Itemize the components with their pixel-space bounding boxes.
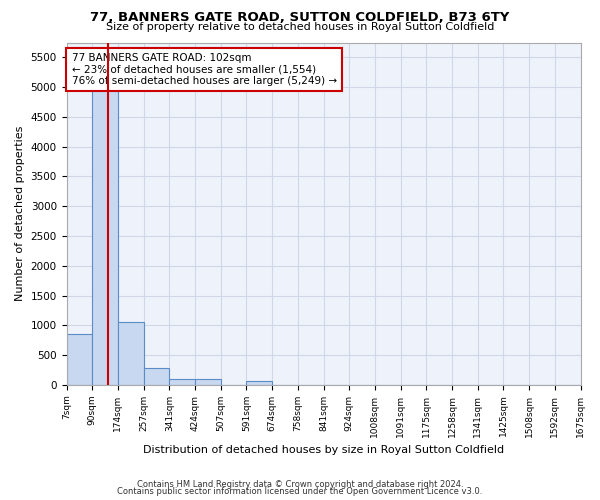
Text: Contains HM Land Registry data © Crown copyright and database right 2024.: Contains HM Land Registry data © Crown c…	[137, 480, 463, 489]
Bar	[118, 322, 143, 385]
Text: Size of property relative to detached houses in Royal Sutton Coldfield: Size of property relative to detached ho…	[106, 22, 494, 32]
Bar	[195, 380, 221, 385]
Bar	[67, 334, 92, 385]
Bar	[247, 380, 272, 385]
Text: Contains public sector information licensed under the Open Government Licence v3: Contains public sector information licen…	[118, 488, 482, 496]
Bar	[143, 368, 169, 385]
Bar	[92, 58, 118, 385]
Text: 77, BANNERS GATE ROAD, SUTTON COLDFIELD, B73 6TY: 77, BANNERS GATE ROAD, SUTTON COLDFIELD,…	[91, 11, 509, 24]
Y-axis label: Number of detached properties: Number of detached properties	[15, 126, 25, 302]
Text: 77 BANNERS GATE ROAD: 102sqm
← 23% of detached houses are smaller (1,554)
76% of: 77 BANNERS GATE ROAD: 102sqm ← 23% of de…	[71, 53, 337, 86]
X-axis label: Distribution of detached houses by size in Royal Sutton Coldfield: Distribution of detached houses by size …	[143, 445, 504, 455]
Bar	[169, 380, 195, 385]
